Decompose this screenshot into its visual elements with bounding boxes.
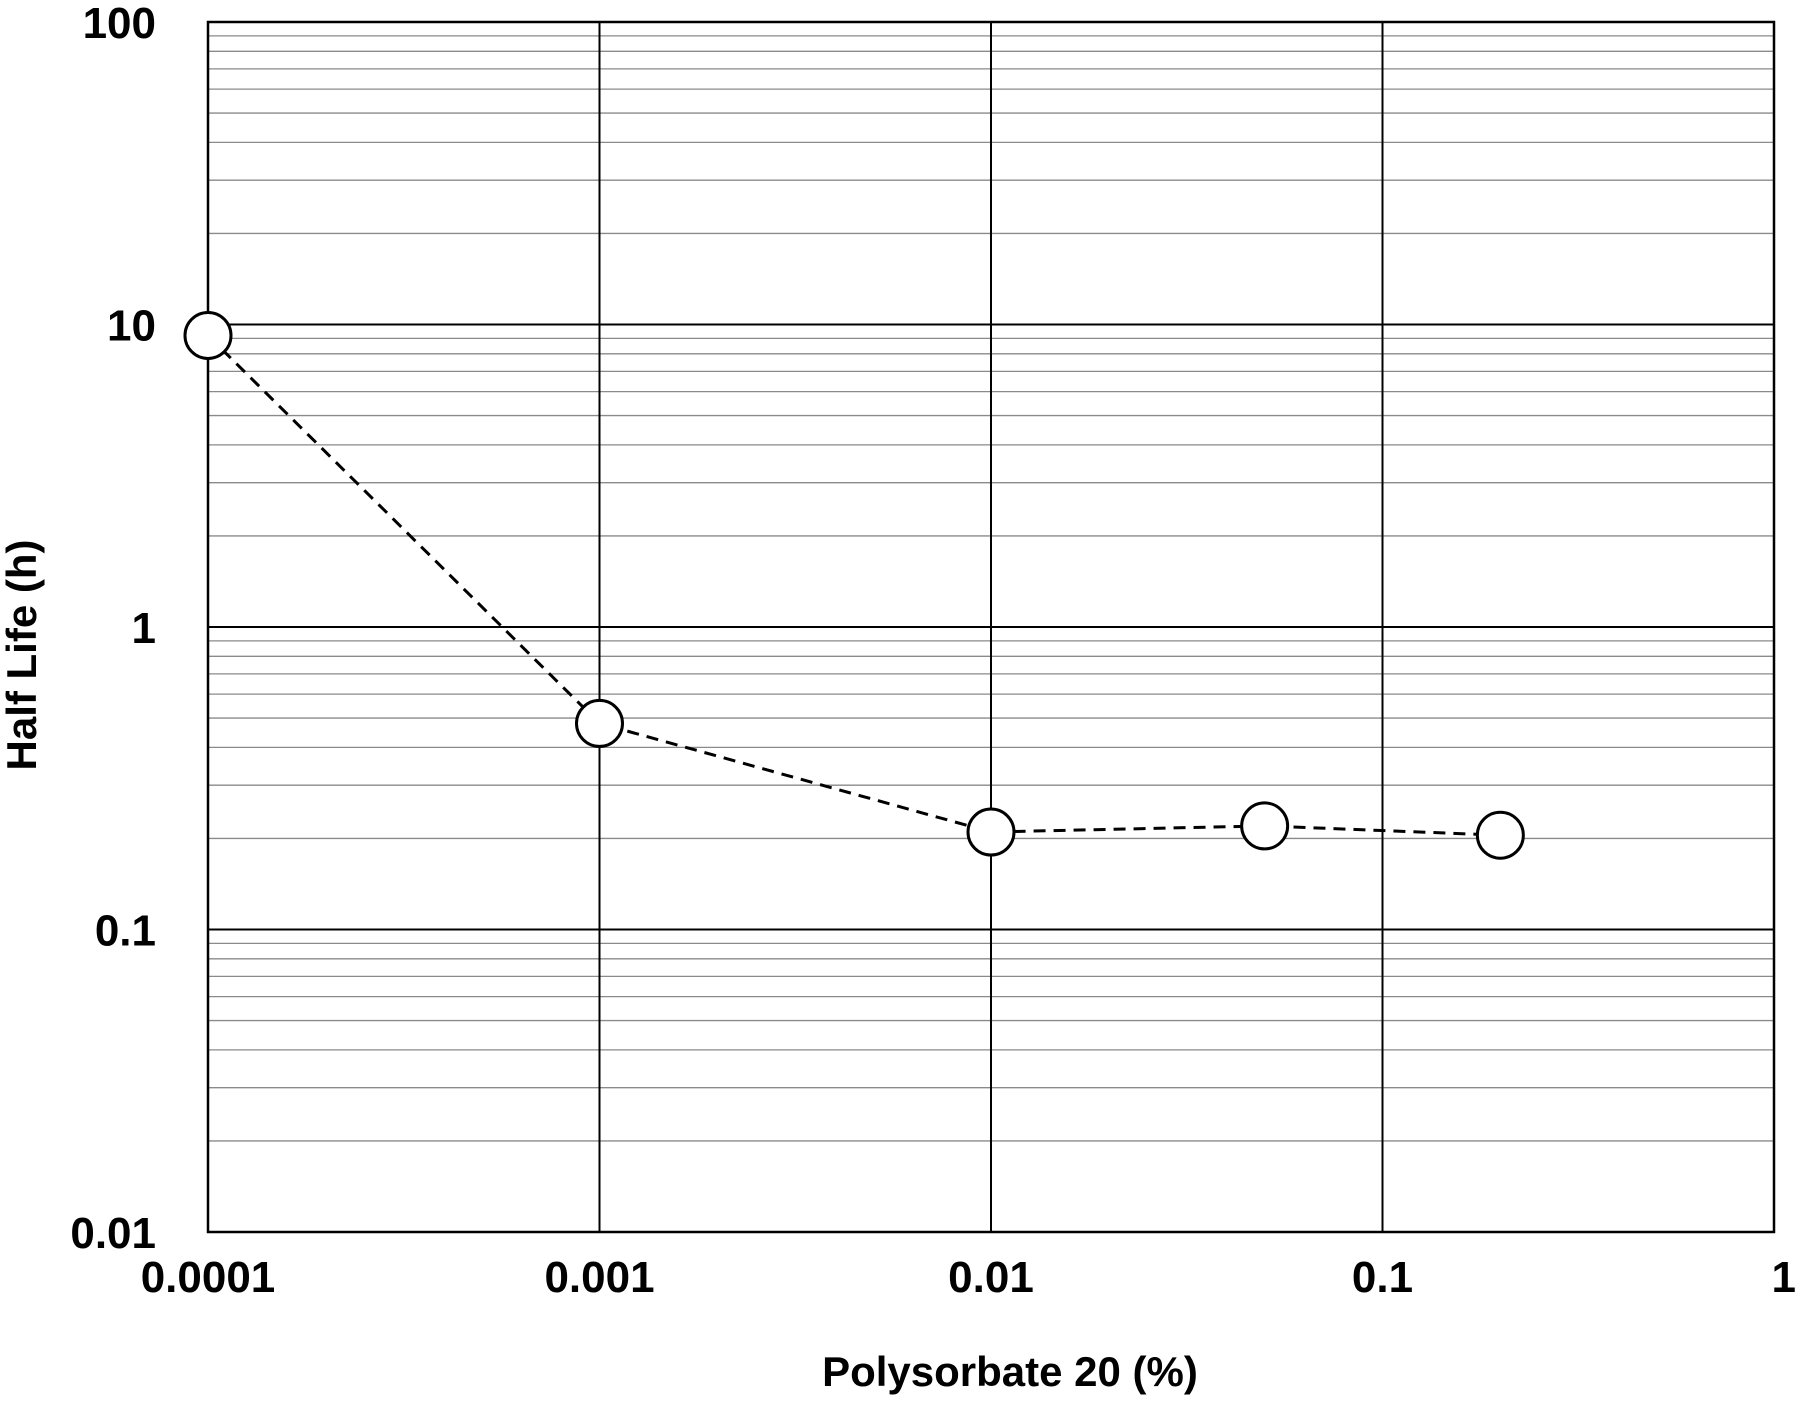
x-tick-label: 0.0001 [141, 1253, 276, 1302]
y-tick-label: 0.01 [70, 1209, 156, 1258]
y-tick-label: 0.1 [95, 907, 156, 956]
data-point [183, 310, 233, 360]
plot-frame [206, 20, 1776, 1234]
y-tick-label: 10 [107, 302, 156, 351]
data-point [966, 807, 1016, 857]
series-line [206, 334, 1501, 837]
x-tick-labels: 0.0001 0.001 0.01 0.1 1 [141, 1253, 1796, 1302]
x-tick-label: 0.01 [948, 1253, 1034, 1302]
x-tick-label: 0.1 [1352, 1253, 1413, 1302]
x-tick-label: 1 [1772, 1253, 1796, 1302]
x-axis-title: Polysorbate 20 (%) [822, 1348, 1198, 1395]
y-tick-label: 100 [83, 0, 156, 48]
data-point [575, 698, 624, 748]
data-point [1240, 801, 1290, 851]
x-tick-label: 0.001 [544, 1253, 654, 1302]
data-point [1475, 810, 1525, 860]
series-layer [183, 310, 1525, 860]
y-tick-labels: 100 10 1 0.1 0.01 [70, 0, 156, 1258]
y-axis-title: Half Life (h) [0, 540, 45, 771]
y-tick-label: 1 [132, 604, 156, 653]
